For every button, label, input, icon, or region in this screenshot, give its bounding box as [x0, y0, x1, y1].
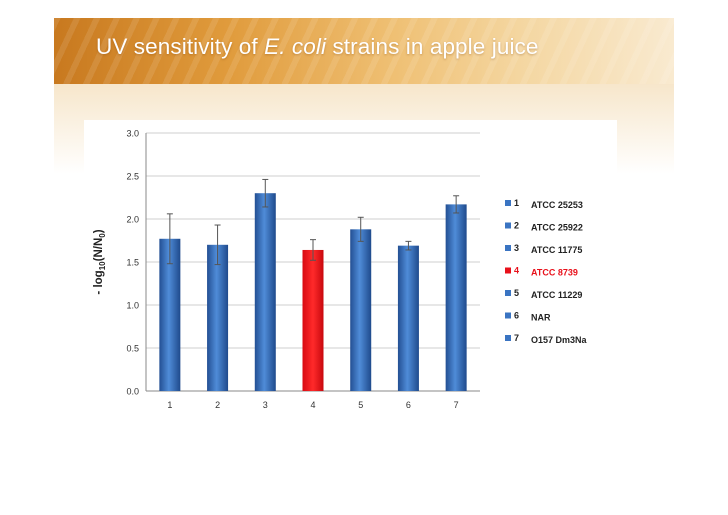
bar — [254, 193, 276, 391]
legend-number: 2 — [514, 221, 519, 231]
legend-number: 1 — [514, 198, 519, 208]
bar — [302, 249, 324, 391]
legend-number: 7 — [514, 333, 519, 343]
legend-label: ATCC 11775 — [531, 245, 582, 255]
y-tick-label: 1.0 — [126, 301, 139, 311]
title-prefix: UV sensitivity of — [96, 34, 265, 59]
legend-swatch — [505, 222, 511, 229]
x-tick-label: 3 — [263, 400, 268, 410]
legend-swatch — [505, 290, 511, 296]
bar — [159, 238, 181, 391]
legend-label: ATCC 8739 — [531, 268, 578, 278]
legend-swatch — [505, 335, 511, 341]
bar — [350, 229, 372, 391]
legend-label: ATCC 11229 — [531, 290, 582, 300]
y-tick-label: 0.0 — [126, 387, 139, 397]
title-suffix: strains in apple juice — [326, 34, 539, 59]
y-tick-label: 1.5 — [126, 258, 139, 268]
legend-swatch — [505, 200, 511, 206]
title-banner — [54, 18, 674, 84]
y-tick-label: 2.0 — [126, 215, 139, 225]
x-tick-label: 2 — [215, 400, 220, 410]
legend-label: O157 Dm3Na — [531, 335, 588, 345]
legend-number: 5 — [514, 288, 519, 298]
slide-title: UV sensitivity of E. coli strains in app… — [96, 34, 539, 60]
y-tick-label: 0.5 — [126, 344, 139, 354]
legend-swatch — [505, 267, 511, 274]
bar — [207, 244, 229, 391]
x-tick-label: 7 — [454, 400, 459, 410]
y-tick-label: 2.5 — [126, 172, 139, 182]
legend-number: 3 — [514, 243, 519, 253]
x-tick-label: 6 — [406, 400, 411, 410]
bar — [445, 204, 467, 391]
y-tick-label: 3.0 — [126, 129, 139, 139]
title-species: E. coli — [264, 34, 327, 59]
x-tick-label: 5 — [358, 400, 363, 410]
x-tick-label: 1 — [167, 400, 172, 410]
legend-swatch — [505, 312, 511, 319]
bar-chart: 0.0 0.5 1.0 1.5 2.0 2.5 3.0 - log10(N/N0) 1 2 3 4 5 6… — [93, 129, 588, 411]
legend-number: 4 — [514, 266, 519, 276]
legend-number: 6 — [514, 311, 519, 321]
x-tick-label: 4 — [310, 400, 315, 410]
legend-swatch — [505, 245, 511, 251]
legend-label: ATCC 25922 — [531, 223, 583, 233]
bar — [397, 245, 419, 391]
legend-label: NAR — [531, 313, 551, 323]
chart-panel: 0.0 0.5 1.0 1.5 2.0 2.5 3.0 - log10(N/N0) 1 2 3 4 5 6… — [84, 120, 617, 430]
y-axis-label: - log10(N/N0) — [93, 229, 107, 294]
legend-label: ATCC 25253 — [531, 200, 583, 210]
